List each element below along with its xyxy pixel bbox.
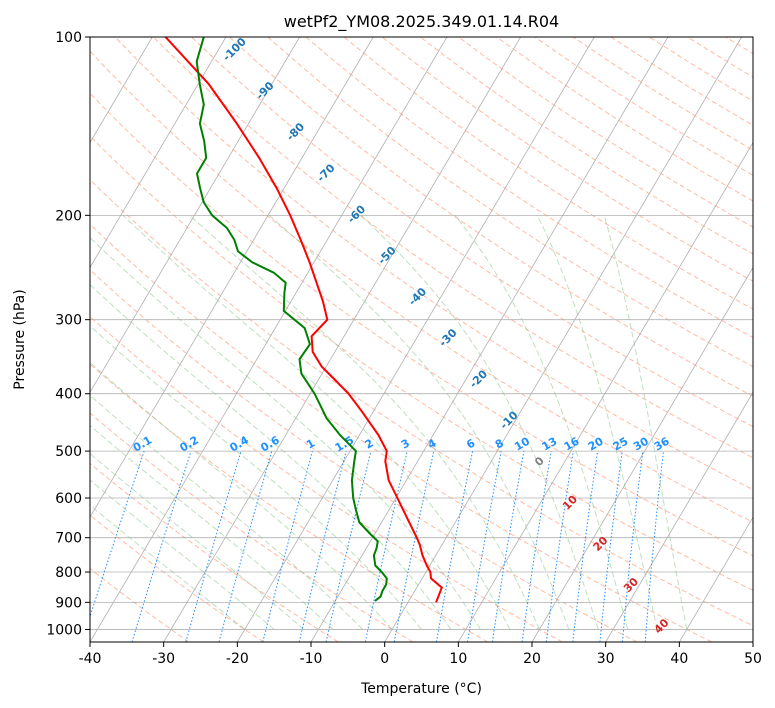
moist-adiabat-line [603,215,688,630]
plot-area: 0.1 0.2 0.4 0.6 1 1.5 2 3 4 6 8 10 13 16 20 25 30 36-100-… [90,37,753,642]
dry-adiabat-line [90,514,264,642]
x-tick-label: 20 [523,651,541,667]
mixing-ratio-line [218,450,273,642]
y-tick-label: 700 [55,531,82,547]
dry-adiabat-line [90,315,563,642]
background-lines [90,37,753,642]
mixing-ratio-line [262,450,313,642]
dry-adiabat-line [305,37,753,339]
y-axis-label: Pressure (hPa) [12,289,28,389]
isotherm-line [531,266,753,642]
dry-adiabat-line [343,37,753,310]
mixing-ratio-line [364,450,408,642]
dry-adiabat-line [114,37,753,491]
mixing-ratio-line [435,451,474,642]
x-tick-label: 30 [597,651,615,667]
isotherm-line [605,391,753,642]
x-tick-label: -10 [300,651,323,667]
x-tick-label: 0 [380,651,389,667]
isotherm-line [236,37,595,642]
isotherm-line [90,37,153,144]
x-tick-label: 40 [670,651,688,667]
mixing-ratio-line [491,451,525,642]
x-tick-label: 50 [744,651,762,667]
dewpoint-profile [195,37,388,602]
profiles [164,37,443,603]
dry-adiabat-line [90,412,414,642]
moist-adiabat-line [90,424,334,630]
dry-adiabat-line [90,462,339,642]
plot-frame [89,36,754,643]
y-tick-label: 800 [55,565,82,581]
isotherm-line [457,141,753,642]
isotherm-line [678,516,753,642]
mixing-ratio-line [545,451,574,642]
x-tick-label: -20 [226,651,249,667]
dry-adiabat-line [90,50,753,523]
chart-title: wetPf2_YM08.2025.349.01.14.R04 [284,12,559,32]
mixing-ratio-line [185,450,242,642]
x-tick-label: 10 [449,651,467,667]
isotherm-line [310,37,669,642]
x-tick-label: -40 [79,651,102,667]
isotherm-line [90,37,448,642]
mixing-ratio-line [621,451,644,642]
axis-ticks: -40 -30 -20 -10 0 10 20 30 40 50 100 200 300 400 500 60… [46,30,762,667]
x-tick-label: -30 [152,651,175,667]
mixing-ratio-line [131,450,192,642]
mixing-ratio-line [90,450,145,619]
dry-adiabat-line [90,363,488,642]
y-tick-label: 200 [55,208,82,224]
isotherm-line [90,37,374,518]
dry-adiabat-line [191,37,753,428]
moist-adiabat-line [90,504,246,630]
temperature-profile [164,37,443,603]
isotherm-line [90,37,227,269]
mixing-ratio-line [467,451,502,642]
dry-adiabat-line [152,37,753,459]
isotherm-line [90,37,300,394]
moist-adiabat-line [268,214,570,630]
mixing-ratio-line [572,451,599,642]
y-tick-label: 1000 [46,622,82,638]
y-tick-label: 900 [55,595,82,611]
y-tick-label: 100 [55,30,82,46]
y-tick-label: 500 [55,444,82,460]
y-tick-label: 300 [55,313,82,329]
dry-adiabat-line [90,223,712,642]
mixing-ratio-line [325,450,372,642]
dry-adiabat-line [90,178,753,627]
isotherm-line [384,37,742,642]
mixing-ratio-line [599,451,623,642]
mixing-ratio-line [298,450,347,642]
x-axis-label: Temperature (°C) [360,681,482,697]
mixing-ratio-line [521,451,552,642]
y-tick-label: 600 [55,491,82,507]
isotherm-line [163,37,521,642]
mixing-ratio-line [644,451,664,642]
dry-adiabat-line [90,135,753,591]
y-tick-label: 400 [55,387,82,403]
